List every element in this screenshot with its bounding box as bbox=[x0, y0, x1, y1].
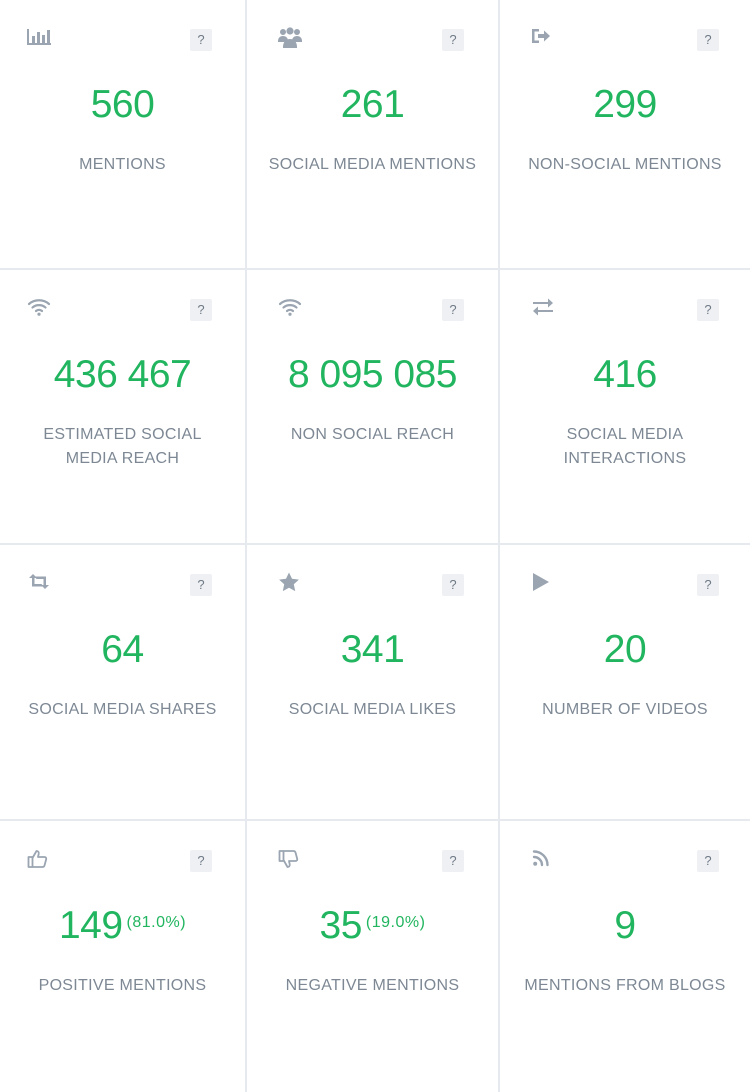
stat-percent: (19.0%) bbox=[365, 914, 426, 931]
stat-label: SOCIAL MEDIA SHARES bbox=[28, 701, 217, 718]
stat-label: NON SOCIAL REACH bbox=[290, 426, 455, 443]
exchange-arrows-icon bbox=[531, 297, 557, 319]
stat-label: MENTIONS bbox=[79, 156, 166, 173]
help-button[interactable]: ? bbox=[442, 850, 464, 872]
stat-card-positive-mentions: ? 149 (81.0%) POSITIVE MENTIONS bbox=[0, 821, 247, 1092]
help-button[interactable]: ? bbox=[697, 850, 719, 872]
thumbs-down-icon bbox=[278, 848, 304, 870]
stat-value: 560 bbox=[90, 83, 155, 126]
thumbs-up-icon bbox=[27, 848, 53, 870]
play-icon bbox=[531, 572, 557, 594]
stat-percent: (81.0%) bbox=[126, 914, 187, 931]
stat-card-estimated-social-reach: ? 436 467 ESTIMATED SOCIAL MEDIA REACH bbox=[0, 270, 247, 545]
stat-card-mentions: ? 560 MENTIONS bbox=[0, 0, 247, 270]
stat-card-negative-mentions: ? 35 (19.0%) NEGATIVE MENTIONS bbox=[247, 821, 500, 1092]
stat-value: 299 bbox=[593, 83, 657, 126]
stat-label: SOCIAL MEDIA INTERACTIONS bbox=[563, 426, 687, 467]
stat-label: NUMBER OF VIDEOS bbox=[542, 701, 708, 718]
bar-chart-icon bbox=[27, 27, 53, 49]
stat-label: SOCIAL MEDIA LIKES bbox=[288, 701, 457, 718]
help-button[interactable]: ? bbox=[190, 574, 212, 596]
help-button[interactable]: ? bbox=[190, 850, 212, 872]
stat-value: 20 bbox=[603, 628, 647, 671]
stat-value: 149 (81.0%) bbox=[58, 904, 187, 947]
help-button[interactable]: ? bbox=[190, 29, 212, 51]
stat-value: 64 bbox=[101, 628, 144, 671]
help-button[interactable]: ? bbox=[190, 299, 212, 321]
stat-value: 261 bbox=[340, 83, 405, 126]
wifi-icon bbox=[278, 297, 304, 319]
stat-label: MENTIONS FROM BLOGS bbox=[524, 977, 726, 994]
stat-value: 436 467 bbox=[53, 353, 192, 396]
retweet-icon bbox=[27, 572, 53, 594]
stat-card-social-media-mentions: ? 261 SOCIAL MEDIA MENTIONS bbox=[247, 0, 500, 270]
stat-card-blog-mentions: ? 9 MENTIONS FROM BLOGS bbox=[500, 821, 750, 1092]
rss-icon bbox=[531, 848, 557, 870]
stat-value: 8 095 085 bbox=[287, 353, 458, 396]
sign-out-icon bbox=[531, 27, 557, 49]
stat-card-social-interactions: ? 416 SOCIAL MEDIA INTERACTIONS bbox=[500, 270, 750, 545]
stat-card-non-social-mentions: ? 299 NON-SOCIAL MENTIONS bbox=[500, 0, 750, 270]
stat-label: NEGATIVE MENTIONS bbox=[285, 977, 460, 994]
stat-label: ESTIMATED SOCIAL MEDIA REACH bbox=[43, 426, 202, 467]
stat-value: 35 (19.0%) bbox=[319, 904, 426, 947]
stat-label: NON-SOCIAL MENTIONS bbox=[528, 156, 722, 173]
stat-card-social-likes: ? 341 SOCIAL MEDIA LIKES bbox=[247, 545, 500, 821]
help-button[interactable]: ? bbox=[697, 574, 719, 596]
stat-value: 416 bbox=[593, 353, 657, 396]
help-button[interactable]: ? bbox=[442, 29, 464, 51]
stat-card-social-shares: ? 64 SOCIAL MEDIA SHARES bbox=[0, 545, 247, 821]
stat-value: 9 bbox=[614, 904, 636, 947]
stat-card-non-social-reach: ? 8 095 085 NON SOCIAL REACH bbox=[247, 270, 500, 545]
help-button[interactable]: ? bbox=[697, 299, 719, 321]
wifi-icon bbox=[27, 297, 53, 319]
help-button[interactable]: ? bbox=[442, 574, 464, 596]
stat-value: 341 bbox=[340, 628, 405, 671]
stat-label: POSITIVE MENTIONS bbox=[38, 977, 207, 994]
stat-card-videos: ? 20 NUMBER OF VIDEOS bbox=[500, 545, 750, 821]
users-icon bbox=[278, 27, 304, 49]
help-button[interactable]: ? bbox=[697, 29, 719, 51]
help-button[interactable]: ? bbox=[442, 299, 464, 321]
stat-label: SOCIAL MEDIA MENTIONS bbox=[268, 156, 477, 173]
star-icon bbox=[278, 572, 304, 594]
